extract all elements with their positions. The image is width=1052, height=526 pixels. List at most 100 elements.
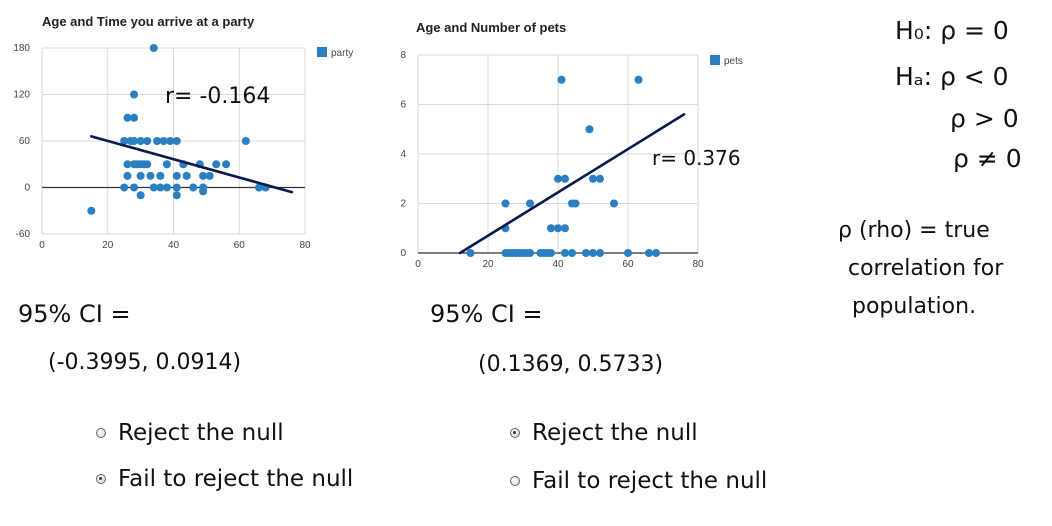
- radio-button[interactable]: [96, 428, 106, 438]
- option-fail-left[interactable]: Fail to reject the null: [96, 466, 353, 492]
- data-point: [172, 137, 181, 145]
- data-point: [146, 171, 155, 180]
- ci-value-left: (-0.3995, 0.0914): [48, 350, 242, 375]
- data-point: [561, 174, 569, 183]
- data-point: [159, 137, 168, 145]
- data-point: [189, 183, 198, 192]
- data-point: [589, 249, 597, 257]
- data-point: [652, 249, 660, 257]
- data-point: [149, 44, 158, 52]
- x-tick-label: 40: [552, 259, 564, 270]
- r-annotation: r= 0.376: [652, 146, 741, 170]
- r-annotation: r= -0.164: [165, 84, 270, 109]
- legend-swatch: [317, 47, 327, 57]
- rho-definition-line: correlation for: [848, 256, 1004, 281]
- data-point: [554, 174, 562, 183]
- data-point: [120, 183, 129, 192]
- legend-label: party: [331, 48, 353, 59]
- data-point: [162, 160, 171, 169]
- y-tick-label: 4: [400, 149, 406, 160]
- data-point: [172, 183, 181, 192]
- data-point: [589, 174, 597, 183]
- data-point: [634, 75, 643, 84]
- y-tick-label: 0: [24, 183, 30, 194]
- data-point: [123, 113, 132, 122]
- radio-button-selected[interactable]: [510, 428, 520, 438]
- ci-value-right: (0.1369, 0.5733): [478, 352, 664, 377]
- chart-age-vs-arrival: Age and Time you arrive at a party party…: [13, 14, 353, 251]
- ci-label-right: 95% CI =: [430, 300, 543, 328]
- alt-hypothesis-not-equal: ρ ≠ 0: [953, 144, 1022, 173]
- data-point: [561, 224, 569, 233]
- data-point: [624, 249, 632, 257]
- radio-button-selected[interactable]: [96, 474, 106, 484]
- data-point: [547, 224, 555, 233]
- option-label: Fail to reject the null: [118, 466, 354, 492]
- trend-line: [458, 113, 686, 255]
- data-point: [153, 137, 162, 145]
- data-point: [199, 171, 208, 180]
- data-point: [166, 137, 175, 145]
- alt-hypothesis: Hₐ: ρ < 0: [895, 62, 1009, 91]
- data-point: [156, 183, 165, 192]
- y-tick-label: -60: [16, 229, 31, 240]
- data-point: [136, 171, 145, 180]
- trend-line: [90, 135, 294, 194]
- data-point: [526, 199, 534, 208]
- x-tick-label: 20: [482, 259, 494, 270]
- rho-definition-line: population.: [852, 294, 977, 319]
- data-point: [254, 183, 263, 192]
- data-point: [241, 137, 250, 145]
- data-point: [136, 191, 145, 200]
- data-point: [162, 183, 171, 192]
- x-tick-label: 0: [39, 240, 45, 251]
- legend-swatch: [710, 55, 720, 65]
- option-reject-left[interactable]: Reject the null: [96, 420, 284, 446]
- data-point: [212, 160, 221, 169]
- radio-button[interactable]: [510, 476, 520, 486]
- option-label: Reject the null: [118, 420, 284, 446]
- data-point: [610, 199, 618, 208]
- data-point: [585, 125, 594, 134]
- data-point: [582, 249, 590, 257]
- alt-hypothesis-greater: ρ > 0: [950, 104, 1019, 133]
- data-point: [172, 191, 181, 200]
- data-point: [123, 171, 132, 180]
- data-point: [466, 249, 475, 257]
- data-point: [136, 137, 145, 145]
- data-point: [123, 160, 132, 169]
- data-point: [222, 160, 231, 169]
- y-tick-label: 2: [400, 199, 406, 210]
- data-point: [645, 249, 653, 257]
- ci-label-left: 95% CI =: [18, 300, 131, 328]
- y-tick-label: 60: [19, 136, 31, 147]
- y-tick-label: 0: [400, 248, 406, 259]
- data-point: [87, 206, 96, 215]
- chart-title: Age and Time you arrive at a party: [42, 14, 255, 29]
- data-point: [143, 160, 152, 169]
- data-point: [130, 137, 139, 145]
- data-point: [130, 113, 139, 122]
- null-hypothesis: H₀: ρ = 0: [895, 16, 1009, 45]
- data-point: [205, 171, 214, 180]
- x-tick-label: 60: [622, 259, 634, 270]
- y-tick-label: 180: [13, 43, 30, 54]
- x-tick-label: 60: [234, 240, 246, 251]
- x-tick-label: 0: [415, 259, 421, 270]
- legend-label: pets: [724, 56, 743, 67]
- x-tick-label: 20: [102, 240, 114, 251]
- y-tick-label: 8: [400, 50, 406, 61]
- data-point: [571, 199, 580, 208]
- option-fail-right[interactable]: Fail to reject the null: [510, 468, 767, 494]
- data-point: [557, 75, 566, 84]
- x-tick-label: 80: [299, 240, 311, 251]
- data-point: [182, 171, 191, 180]
- data-point: [561, 249, 569, 257]
- data-point: [501, 199, 510, 208]
- x-tick-label: 80: [692, 259, 704, 270]
- rho-definition: ρ (rho) = true correlation for populatio…: [838, 212, 1003, 326]
- data-point: [526, 249, 534, 257]
- option-reject-right[interactable]: Reject the null: [510, 420, 698, 446]
- data-point: [143, 137, 152, 145]
- data-point: [568, 249, 576, 257]
